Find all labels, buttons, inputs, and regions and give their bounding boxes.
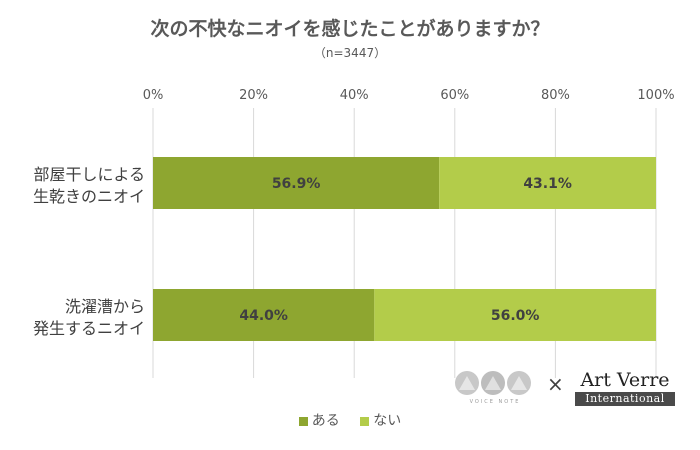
partner-logos: VOICE NOTE × Art Verre International: [453, 366, 679, 408]
legend-item-nai: ない: [360, 410, 401, 430]
category-label: 発生するニオイ: [33, 319, 145, 338]
bar-data-label: 56.9%: [272, 176, 321, 192]
x-tick-label: 80%: [541, 88, 570, 103]
x-tick-label: 20%: [239, 88, 268, 103]
bar-segment: [439, 157, 656, 209]
x-tick-label: 60%: [440, 88, 469, 103]
category-label: 生乾きのニオイ: [33, 187, 145, 206]
art-verre-logo: Art Verre International: [575, 370, 675, 406]
bar-segment: [153, 157, 440, 209]
art-verre-international: International: [575, 392, 675, 406]
bar-data-label: 43.1%: [523, 176, 572, 192]
art-verre-name: Art Verre: [580, 369, 670, 391]
bar-data-label: 56.0%: [491, 308, 540, 324]
x-tick-label: 40%: [340, 88, 369, 103]
bar-segment: [374, 289, 656, 341]
times-symbol: ×: [547, 372, 564, 396]
legend-label-nai: ない: [373, 413, 402, 429]
chart-title: 次の不快なニオイを感じたことがありますか？: [150, 18, 550, 40]
chart-legend: ある ない: [0, 410, 700, 430]
legend-swatch-nai: [360, 416, 370, 426]
voice-note-logo: VOICE NOTE: [455, 371, 531, 405]
x-tick-label: 0%: [143, 88, 164, 103]
svg-text:VOICE NOTE: VOICE NOTE: [470, 399, 521, 405]
category-label: 部屋干しによる: [33, 165, 145, 184]
legend-swatch-aru: [298, 416, 308, 426]
bar-segment: [153, 289, 375, 341]
category-label: 洗濯漕から: [65, 297, 145, 316]
chart-subtitle: （n=3447）: [313, 46, 387, 60]
legend-item-aru: ある: [298, 410, 340, 430]
x-tick-label: 100%: [637, 88, 674, 103]
bar-data-label: 44.0%: [239, 308, 288, 324]
legend-label-aru: ある: [311, 413, 340, 429]
